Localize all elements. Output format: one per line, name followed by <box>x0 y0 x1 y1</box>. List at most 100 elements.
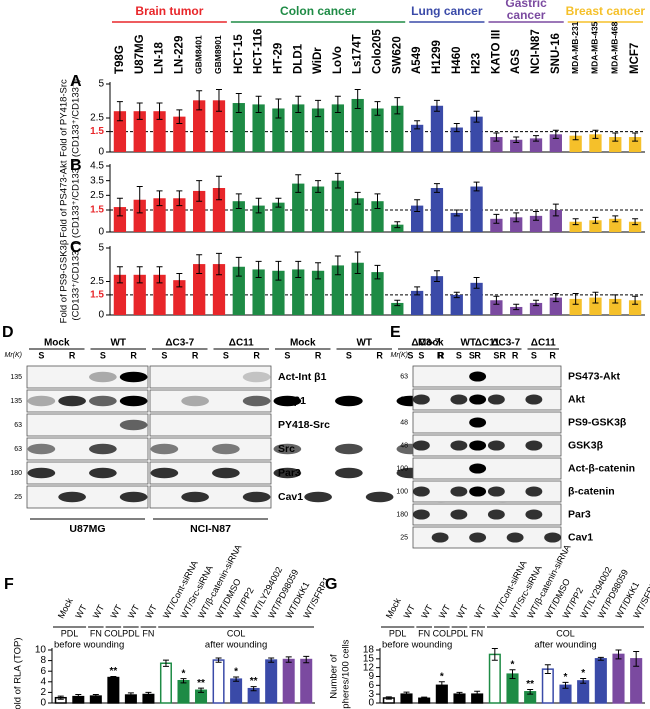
y-tick-label: 0 <box>368 698 374 709</box>
fraction-label: S <box>493 350 499 360</box>
bar <box>450 294 463 315</box>
blot-band <box>450 394 468 405</box>
blot-band <box>412 394 430 405</box>
bar <box>450 127 463 152</box>
coating-label: COL <box>227 628 246 638</box>
bar <box>549 297 562 315</box>
bar <box>594 658 607 704</box>
condition-label: ΔC11 <box>229 338 254 349</box>
bar <box>173 198 186 232</box>
error-bar <box>592 216 599 224</box>
blot-frame <box>149 437 272 461</box>
y-axis-label: (CD133⁺/CD133⁻) <box>71 79 82 157</box>
y-tick-label: 10 <box>35 645 47 656</box>
bar <box>300 658 313 704</box>
blot-band <box>412 486 430 497</box>
cell-line-label: HT-29 <box>272 43 284 74</box>
bar <box>232 103 245 152</box>
fraction-label: R <box>192 350 199 360</box>
fraction-label: R <box>499 350 506 360</box>
bar <box>541 668 554 704</box>
bar <box>331 180 345 232</box>
blot-band <box>506 532 524 543</box>
cell-line-label: NCI-N87 <box>530 29 542 74</box>
bar <box>232 201 245 232</box>
blot-band <box>335 443 363 455</box>
blot-frame <box>26 365 149 389</box>
y-axis-label: (CD133⁺/CD133⁻) <box>71 160 82 238</box>
error-bar <box>562 681 569 689</box>
y-tick-label: 3 <box>368 689 374 700</box>
fraction-label: S <box>456 350 462 360</box>
bar <box>391 105 404 152</box>
blot-band <box>469 371 487 382</box>
blot-band <box>242 395 271 407</box>
y-tick-label: 0 <box>40 698 46 709</box>
bar <box>331 265 345 315</box>
wounding-label: after wounding <box>534 640 596 651</box>
y-tick-label: 1.5 <box>90 205 104 216</box>
cell-line-label: A549 <box>411 47 423 75</box>
cell-line-label: LN-229 <box>173 36 185 74</box>
marker-label: 48 <box>400 419 408 426</box>
bar <box>193 100 206 152</box>
error-bar <box>75 694 82 700</box>
wounding-label: after wounding <box>205 640 267 651</box>
y-axis-label: spheres/100 cells <box>341 639 352 709</box>
bar <box>107 676 120 704</box>
bar <box>272 108 285 152</box>
significance-label: ** <box>250 676 258 687</box>
bar <box>193 264 206 315</box>
bar <box>410 124 424 152</box>
bar <box>212 188 226 232</box>
error-bar <box>474 690 481 698</box>
y-tick-label: 5 <box>98 243 104 254</box>
bar <box>609 137 622 152</box>
bar <box>490 218 503 232</box>
marker-label: 63 <box>14 446 22 453</box>
error-bar <box>176 109 183 124</box>
blot-band <box>365 491 394 503</box>
bar <box>351 198 364 232</box>
error-bar <box>572 293 579 305</box>
marker-label: 100 <box>396 488 408 495</box>
coating-label: FN <box>142 628 154 638</box>
row-label: Act-Int β1 <box>278 371 327 383</box>
bar <box>159 662 172 704</box>
fraction-label: S <box>346 350 352 360</box>
fraction-label: R <box>512 350 519 360</box>
condition-label: WT <box>460 338 476 349</box>
coating-label: PDL <box>61 628 79 638</box>
fraction-label: S <box>531 350 537 360</box>
blot-band <box>450 440 468 451</box>
fraction-label: S <box>284 350 290 360</box>
bar <box>430 188 444 232</box>
error-bar <box>414 199 421 212</box>
significance-label: * <box>511 659 515 670</box>
blot-frame <box>149 413 272 437</box>
error-bar <box>303 655 310 664</box>
blot-frame <box>149 485 272 509</box>
error-bar <box>198 687 205 693</box>
error-bar <box>295 174 302 193</box>
panel-letter: A <box>70 73 82 90</box>
x-tick-label: WT <box>437 603 453 620</box>
fraction-label: S <box>418 350 424 360</box>
error-bar <box>235 193 242 210</box>
y-tick-label: 1.5 <box>90 126 104 137</box>
bar <box>212 100 226 152</box>
condition-label: WT <box>356 338 372 349</box>
error-bar <box>513 303 520 311</box>
bar <box>113 274 127 315</box>
error-bar <box>493 295 500 305</box>
error-bar <box>513 212 520 223</box>
blot-frame <box>26 389 149 413</box>
panel-letter: C <box>70 239 82 256</box>
condition-label: Mock <box>290 338 316 349</box>
condition-label: ΔC3-7 <box>411 338 440 349</box>
y-tick-label: 4.5 <box>90 161 104 172</box>
group-label: Breast cancer <box>566 4 646 18</box>
bar <box>311 270 325 315</box>
x-tick-label: WT <box>108 603 124 620</box>
error-bar <box>233 676 240 682</box>
